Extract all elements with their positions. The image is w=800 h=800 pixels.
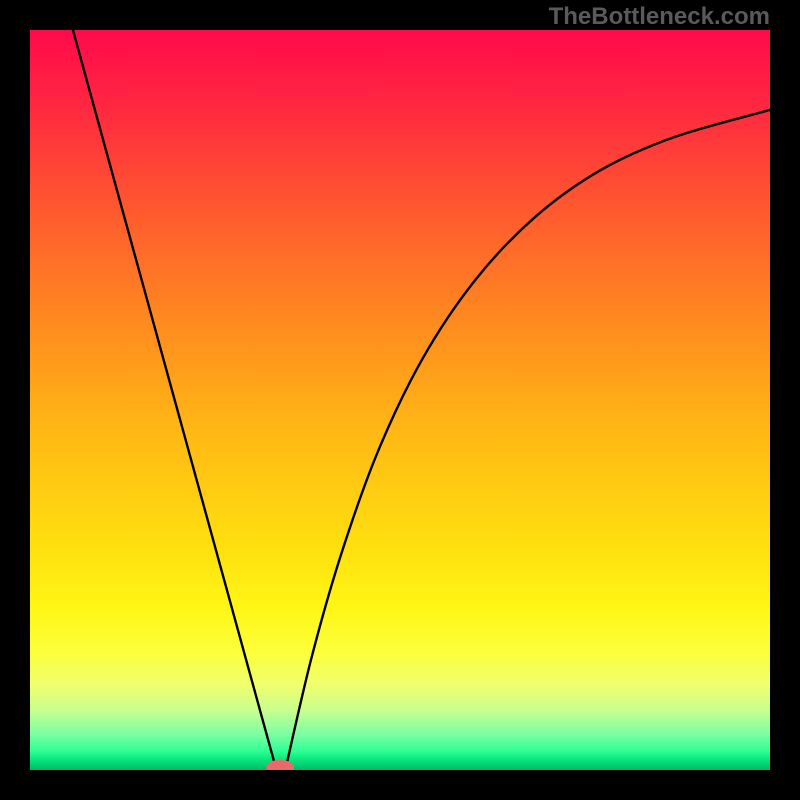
watermark-text: TheBottleneck.com	[549, 3, 770, 31]
chart-svg	[30, 30, 770, 770]
plot-area	[30, 30, 770, 770]
